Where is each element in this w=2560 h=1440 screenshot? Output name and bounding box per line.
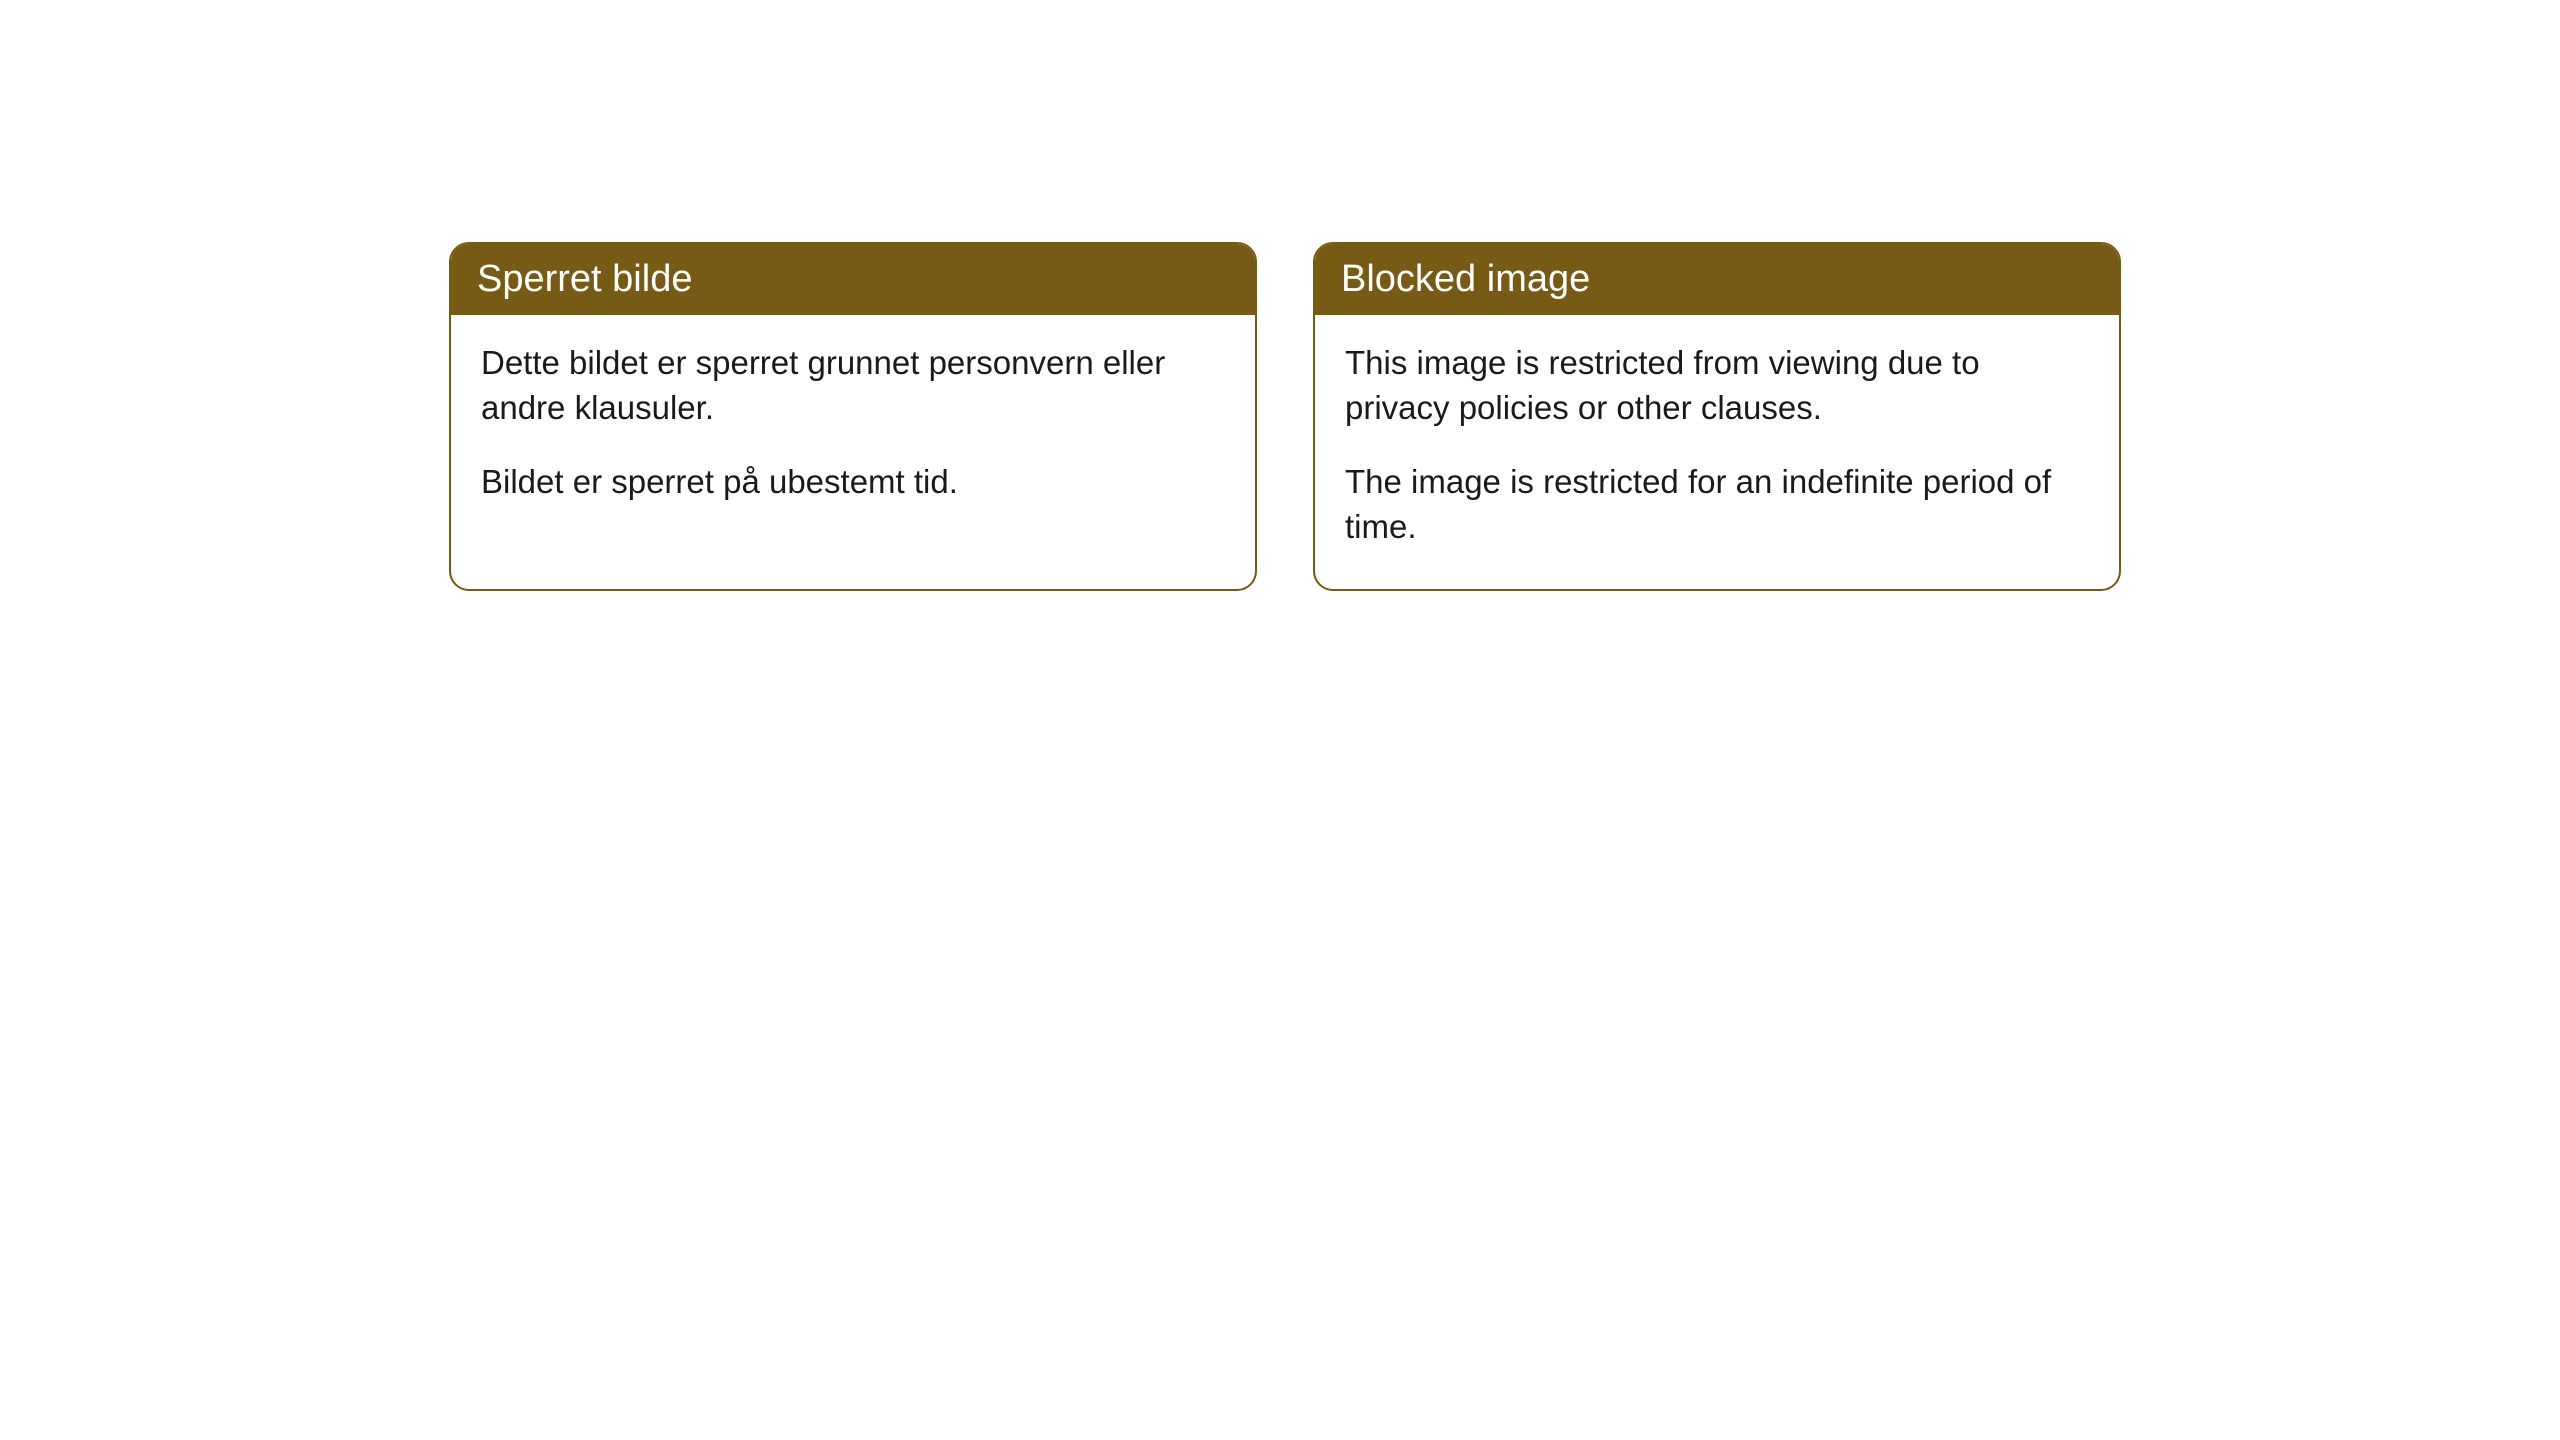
card-paragraph: This image is restricted from viewing du…: [1345, 341, 2089, 430]
notice-card-norwegian: Sperret bilde Dette bildet er sperret gr…: [449, 242, 1257, 591]
card-paragraph: Bildet er sperret på ubestemt tid.: [481, 460, 1225, 505]
cards-container: Sperret bilde Dette bildet er sperret gr…: [449, 242, 2121, 591]
card-title: Sperret bilde: [477, 258, 692, 300]
card-header: Blocked image: [1315, 244, 2119, 315]
card-paragraph: The image is restricted for an indefinit…: [1345, 460, 2089, 549]
card-paragraph: Dette bildet er sperret grunnet personve…: [481, 341, 1225, 430]
card-body: This image is restricted from viewing du…: [1315, 315, 2119, 589]
card-body: Dette bildet er sperret grunnet personve…: [451, 315, 1255, 545]
card-title: Blocked image: [1341, 258, 1590, 300]
card-header: Sperret bilde: [451, 244, 1255, 315]
notice-card-english: Blocked image This image is restricted f…: [1313, 242, 2121, 591]
